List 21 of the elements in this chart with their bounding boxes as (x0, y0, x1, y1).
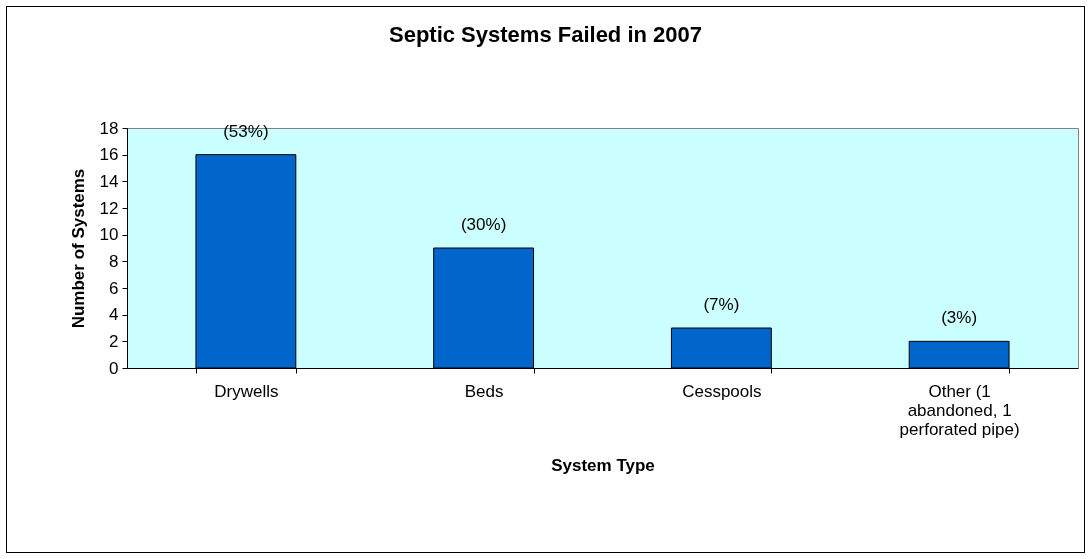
y-tick-label: 8 (109, 251, 119, 271)
annotation: (53%) (223, 121, 269, 141)
y-tick-label: 0 (109, 358, 119, 378)
y-tick-label: 16 (99, 145, 119, 165)
x-tick-label: Beds (464, 381, 504, 401)
y-tick-label: 18 (99, 118, 119, 138)
x-tick-label: Cesspools (682, 381, 762, 401)
chart-title: Septic Systems Failed in 2007 (388, 22, 703, 47)
x-axis-title: System Type (551, 455, 655, 475)
y-tick-label: 2 (109, 331, 119, 351)
y-tick-label: 6 (109, 278, 119, 298)
x-tick-label: Drywells (214, 381, 279, 401)
y-tick-label: 12 (99, 198, 119, 218)
x-tick-label: Other (1 abandoned, 1 perforated pipe) (899, 381, 1020, 439)
annotation: (30%) (460, 215, 507, 234)
annotation: (7%) (703, 295, 740, 314)
annotation: (3%) (941, 308, 978, 328)
y-tick-label: 4 (109, 305, 119, 325)
y-tick-label: 14 (99, 171, 119, 191)
y-tick-label: 10 (99, 225, 119, 245)
y-axis-title: Number of Systems (68, 168, 88, 329)
